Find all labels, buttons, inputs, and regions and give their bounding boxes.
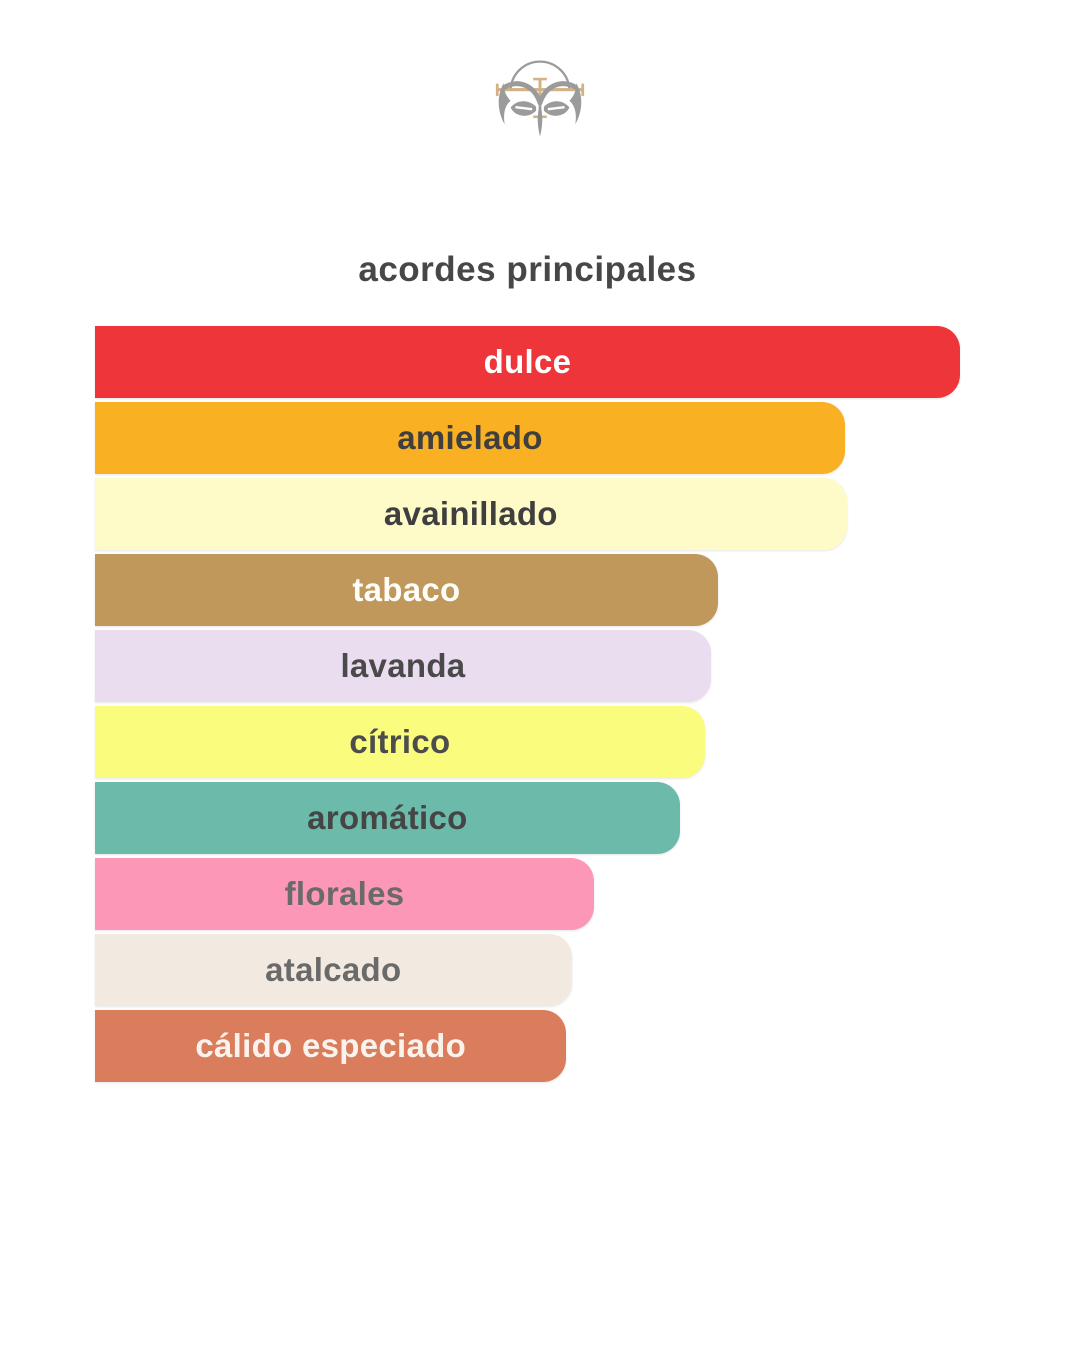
accord-label: lavanda (340, 647, 466, 684)
accord-label: atalcado (265, 951, 402, 988)
chart-title: acordes principales (358, 250, 697, 289)
accord-bar-lavanda: lavanda (95, 630, 711, 702)
accord-label: tabaco (352, 571, 461, 608)
accord-label: cálido especiado (195, 1027, 467, 1064)
accord-bar-amielado: amielado (95, 402, 845, 474)
accord-label: aromático (307, 799, 468, 836)
brand-logo (481, 42, 599, 142)
owl-crest-logo (495, 60, 585, 142)
accord-label: florales (284, 875, 405, 912)
page: acordes principales dulce amielado avainil… (0, 42, 1080, 1350)
accord-bar-dulce: dulce (95, 326, 960, 398)
accord-bar-florales: florales (95, 858, 595, 930)
accord-bar-citrico: cítrico (95, 706, 705, 778)
accord-bar-calido-especiado: cálido especiado (95, 1010, 567, 1082)
accord-label: avainillado (383, 495, 558, 532)
owl-face-half (537, 81, 582, 137)
accord-label: cítrico (349, 723, 451, 760)
accord-bar-tabaco: tabaco (95, 554, 718, 626)
accord-bar-atalcado: atalcado (95, 934, 572, 1006)
accord-label: amielado (397, 419, 543, 456)
accord-bar-avainillado: avainillado (95, 478, 847, 550)
accord-bars: dulce amielado avainillado tabaco lavanda cít… (95, 326, 960, 1082)
accord-bar-aromatico: aromático (95, 782, 680, 854)
accord-label: dulce (483, 343, 572, 380)
